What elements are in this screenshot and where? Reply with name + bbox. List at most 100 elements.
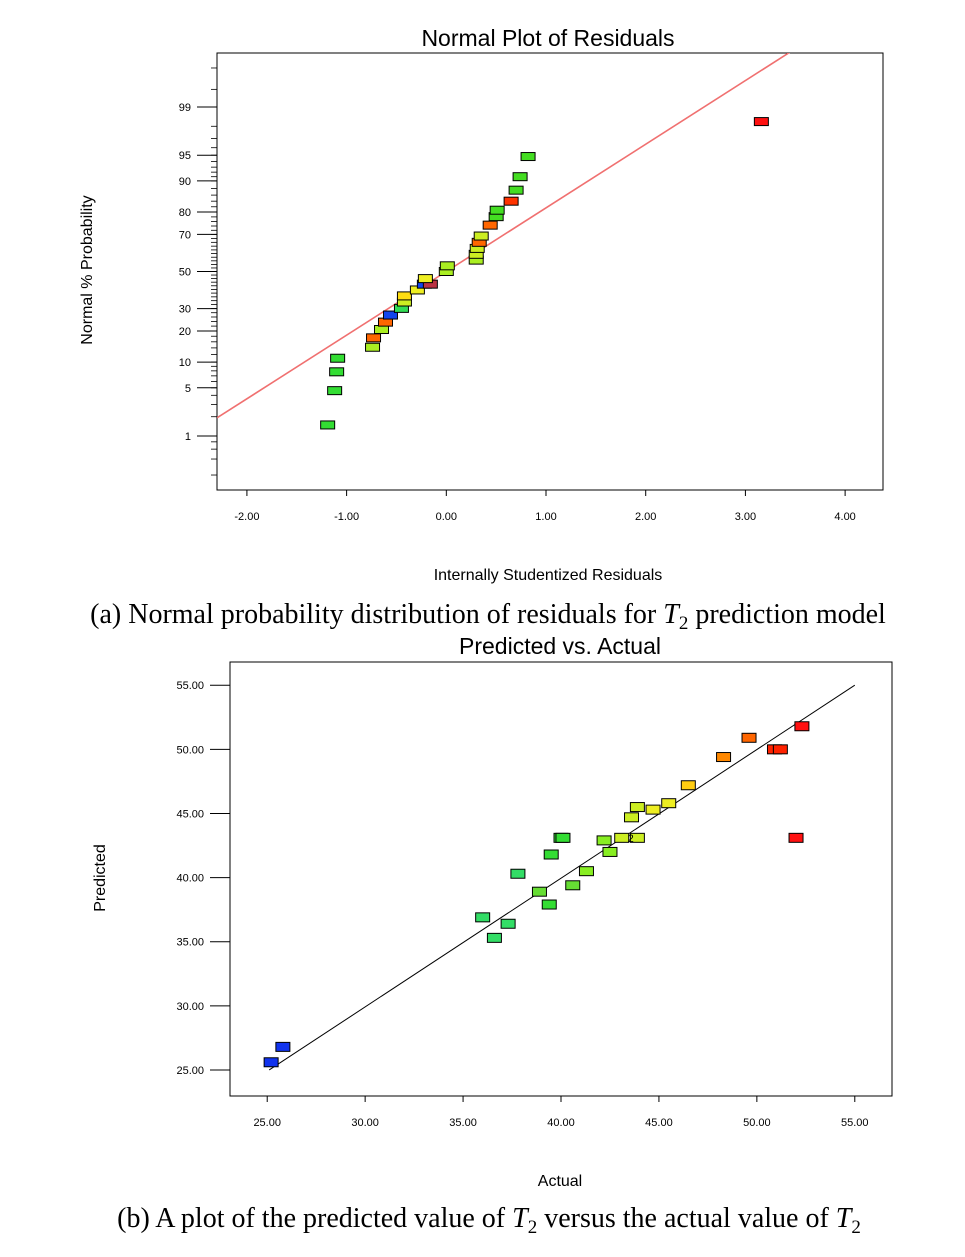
chart-a-y-tick-label: 20 [179, 326, 191, 338]
chart-b-data-point [596, 835, 612, 846]
caption-b-text: (b) A plot of the predicted value of [117, 1203, 512, 1234]
caption-b-var2: T [836, 1203, 854, 1234]
chart-a-reference-line [217, 53, 791, 419]
chart-a-data-point [417, 274, 433, 284]
chart-a-data-point [503, 196, 519, 206]
chart-a-data-point [366, 333, 382, 343]
chart-b-data-point [500, 918, 516, 929]
chart-b-x-axis: 25.00 30.00 35.00 40.00 45.00 50.00 55.00 [253, 1096, 869, 1129]
caption-b: (b) A plot of the predicted value of T2 … [117, 1203, 861, 1238]
chart-a-data-point [753, 117, 769, 127]
chart-a-data-point [482, 220, 498, 230]
chart-a-data-point [520, 152, 536, 162]
normal-plot-chart: Normal Plot of Residuals 99 95 90 80 70 50 30 2… [79, 25, 884, 584]
chart-b-x-tick-label: 35.00 [449, 1117, 477, 1129]
chart-b-y-tick-label: 40.00 [176, 873, 204, 885]
caption-a-sub: 2 [679, 613, 689, 634]
chart-b-y-axis: 25.00 30.00 35.00 40.00 45.00 50.00 55.00 [176, 680, 230, 1077]
chart-b-y-label: Predicted [92, 844, 109, 912]
chart-b-data-point [602, 846, 618, 857]
chart-a-data-point [473, 231, 489, 241]
chart-a-data-point [382, 310, 398, 320]
predicted-vs-actual-chart: Predicted vs. Actual 25.00 30.00 35.00 40.0… [92, 633, 893, 1190]
chart-b-y-tick-label: 50.00 [176, 744, 204, 756]
chart-b-reference-line [268, 684, 856, 1071]
chart-a-plot-area [216, 52, 884, 491]
chart-b-x-tick-label: 25.00 [253, 1117, 281, 1129]
caption-b-sub: 2 [528, 1217, 538, 1238]
chart-a-x-tick-label: 3.00 [735, 511, 756, 523]
chart-a-y-label: Normal % Probability [79, 195, 96, 344]
caption-a-tail: prediction model [688, 599, 886, 630]
chart-b-data-point [772, 744, 788, 755]
chart-a-y-tick-label: 1 [185, 431, 191, 443]
chart-a-y-tick-label: 70 [179, 229, 191, 241]
chart-b-point-count-label: 2 [628, 833, 634, 845]
chart-a-data-point [327, 386, 343, 396]
chart-b-points: 2 [263, 721, 810, 1068]
chart-b-data-point [794, 721, 810, 732]
caption-a: (a) Normal probability distribution of r… [90, 599, 886, 634]
chart-b-data-point [565, 880, 581, 891]
chart-a-y-tick-label: 99 [179, 102, 191, 114]
chart-b-data-point [555, 832, 571, 843]
chart-b-x-label: Actual [538, 1173, 582, 1190]
chart-b-data-point [541, 899, 557, 910]
chart-b-data-point [645, 804, 661, 815]
chart-b-x-tick-label: 40.00 [547, 1117, 575, 1129]
chart-b-plot-area [229, 661, 893, 1097]
chart-b-x-tick-label: 50.00 [743, 1117, 771, 1129]
chart-b-data-point [543, 849, 559, 860]
chart-b-data-point [788, 832, 804, 843]
chart-b-identity-line [268, 684, 856, 1071]
chart-a-y-tick-label: 90 [179, 176, 191, 188]
chart-b-data-point [486, 932, 502, 943]
chart-a-x-tick-label: 4.00 [834, 511, 855, 523]
chart-a-y-tick-label: 95 [179, 150, 191, 162]
chart-a-data-point [365, 342, 381, 352]
chart-a-y-tick-label: 5 [185, 383, 191, 395]
chart-b-data-point [741, 732, 757, 743]
chart-b-x-tick-label: 30.00 [351, 1117, 379, 1129]
chart-b-data-point [614, 832, 630, 843]
chart-a-x-tick-label: -2.00 [234, 511, 259, 523]
chart-a-y-tick-label: 80 [179, 207, 191, 219]
chart-a-data-point [374, 325, 390, 335]
chart-b-data-point [716, 752, 732, 763]
chart-a-data-point [396, 291, 412, 301]
chart-b-data-point [624, 812, 640, 823]
chart-a-data-point [330, 353, 346, 363]
chart-b-data-point [578, 866, 594, 877]
chart-b-data-point [661, 798, 677, 809]
chart-b-data-point [680, 780, 696, 791]
chart-b-data-point [510, 868, 526, 879]
chart-b-data-point [629, 832, 645, 843]
chart-b-data-point [263, 1057, 279, 1068]
chart-a-data-point [329, 367, 345, 377]
chart-b-y-tick-label: 30.00 [176, 1001, 204, 1013]
caption-a-var: T [663, 599, 681, 630]
chart-b-y-tick-label: 55.00 [176, 680, 204, 692]
chart-b-data-point [275, 1041, 291, 1052]
chart-b-y-tick-label: 45.00 [176, 808, 204, 820]
chart-b-x-tick-label: 45.00 [645, 1117, 673, 1129]
chart-a-data-point [489, 205, 505, 215]
chart-a-y-tick-label: 10 [179, 357, 191, 369]
chart-a-x-label: Internally Studentized Residuals [434, 567, 663, 584]
chart-a-x-tick-label: 2.00 [635, 511, 656, 523]
chart-a-data-point [508, 185, 524, 195]
chart-a-data-point [439, 261, 455, 271]
chart-a-data-point [320, 420, 336, 430]
chart-b-x-tick-label: 55.00 [841, 1117, 869, 1129]
caption-b-sub2: 2 [851, 1217, 861, 1238]
chart-b-y-tick-label: 25.00 [176, 1065, 204, 1077]
chart-b-data-point [629, 802, 645, 813]
chart-a-y-tick-label: 50 [179, 267, 191, 279]
chart-a-y-axis: 99 95 90 80 70 50 30 20 10 5 1 [179, 67, 217, 476]
chart-a-x-tick-label: 0.00 [436, 511, 457, 523]
chart-a-data-point [512, 172, 528, 182]
chart-a-points [320, 117, 769, 430]
chart-b-y-tick-label: 35.00 [176, 937, 204, 949]
caption-b-mid: versus the actual value of [537, 1203, 836, 1234]
